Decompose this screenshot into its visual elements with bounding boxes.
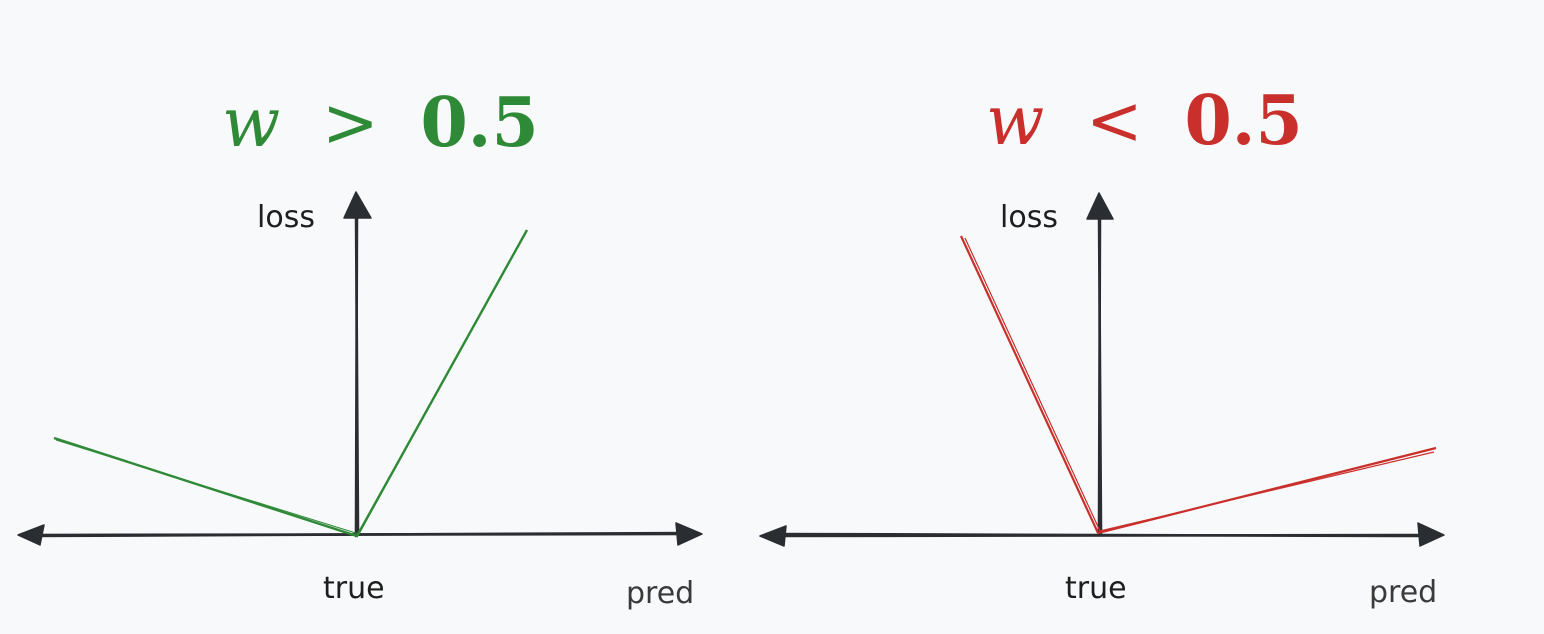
panel-right-origin-label: true [1065, 571, 1127, 606]
panel-right-x-arrow-left [759, 525, 787, 547]
panel-left-y-label: loss [257, 200, 315, 235]
panel-left-title-num: 0.5 [420, 83, 538, 163]
panel-left-x-arrow-right [675, 522, 703, 546]
panel-right-loss-curve-sketch [964, 237, 1435, 532]
panel-left-x-arrow-left [17, 524, 45, 546]
panel-left: w > 0.5 loss true pred [17, 83, 703, 611]
panel-right-title: w < 0.5 [986, 81, 1303, 161]
panel-right-x-arrow-right [1417, 522, 1445, 547]
panel-left-title: w > 0.5 [222, 83, 539, 163]
panel-right-x-axis-sketch [772, 532, 1430, 538]
panel-right-y-arrow [1086, 192, 1114, 220]
panel-left-x-label: pred [626, 576, 694, 611]
panel-right-loss-curve [960, 235, 1437, 535]
panel-right: w < 0.5 loss true pred [759, 81, 1445, 610]
panel-left-loss-curve-sketch [55, 233, 526, 535]
panel-left-x-axis-sketch [30, 531, 690, 538]
panel-left-title-op: > [322, 84, 379, 163]
panel-right-title-op: < [1086, 82, 1143, 161]
panel-left-y-arrow [343, 191, 372, 219]
panel-left-title-var: w [222, 84, 280, 163]
panel-left-origin-label: true [323, 571, 385, 606]
panel-left-y-axis-sketch [354, 208, 360, 536]
panel-right-title-var: w [986, 82, 1044, 161]
panel-right-y-label: loss [1000, 200, 1058, 235]
panel-right-x-label: pred [1369, 575, 1437, 610]
panel-right-title-num: 0.5 [1184, 81, 1302, 161]
panel-left-loss-curve [53, 229, 529, 538]
panel-right-y-axis-sketch [1097, 208, 1103, 535]
